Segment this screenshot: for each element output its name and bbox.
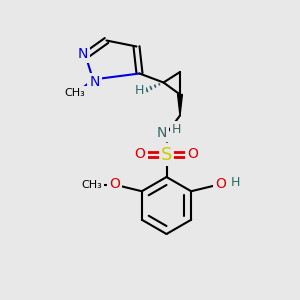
Text: CH₃: CH₃ xyxy=(81,179,102,190)
Text: O: O xyxy=(135,148,146,161)
Polygon shape xyxy=(178,94,182,116)
Text: N: N xyxy=(89,75,100,89)
Text: H: H xyxy=(135,84,144,97)
Text: H: H xyxy=(231,176,240,190)
Text: S: S xyxy=(161,146,172,164)
Text: O: O xyxy=(188,148,198,161)
Text: O: O xyxy=(109,177,120,190)
Text: N: N xyxy=(157,126,167,140)
Text: O: O xyxy=(215,177,226,190)
Text: H: H xyxy=(172,123,181,136)
Text: N: N xyxy=(78,47,88,61)
Text: CH₃: CH₃ xyxy=(64,88,86,98)
